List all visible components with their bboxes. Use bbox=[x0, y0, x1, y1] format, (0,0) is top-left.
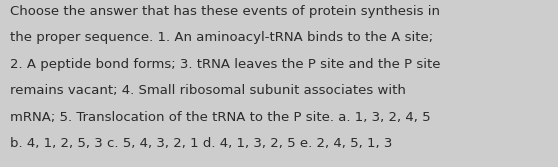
Text: b. 4, 1, 2, 5, 3 c. 5, 4, 3, 2, 1 d. 4, 1, 3, 2, 5 e. 2, 4, 5, 1, 3: b. 4, 1, 2, 5, 3 c. 5, 4, 3, 2, 1 d. 4, … bbox=[10, 137, 392, 150]
Text: the proper sequence. 1. An aminoacyl-tRNA binds to the A site;: the proper sequence. 1. An aminoacyl-tRN… bbox=[10, 31, 433, 44]
Text: mRNA; 5. Translocation of the tRNA to the P site. a. 1, 3, 2, 4, 5: mRNA; 5. Translocation of the tRNA to th… bbox=[10, 111, 431, 124]
Text: Choose the answer that has these events of protein synthesis in: Choose the answer that has these events … bbox=[10, 5, 440, 18]
Text: remains vacant; 4. Small ribosomal subunit associates with: remains vacant; 4. Small ribosomal subun… bbox=[10, 84, 406, 97]
Text: 2. A peptide bond forms; 3. tRNA leaves the P site and the P site: 2. A peptide bond forms; 3. tRNA leaves … bbox=[10, 58, 441, 71]
